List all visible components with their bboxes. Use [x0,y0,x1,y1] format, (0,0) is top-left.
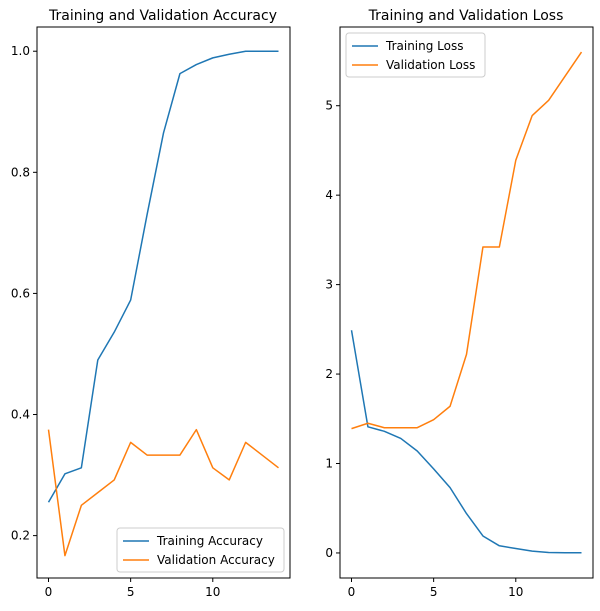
accuracy-legend-label: Training Accuracy [156,534,263,548]
loss-xtick-label: 0 [348,585,356,599]
loss-axes-frame [339,26,594,579]
accuracy-series-line-validation [47,428,279,557]
loss-legend-box [345,32,486,78]
loss-legend-label: Training Loss [385,39,463,53]
accuracy-chart-title: Training and Validation Accuracy [48,8,277,24]
accuracy-ytick-label: 0.8 [11,165,30,179]
accuracy-xtick-label: 0 [45,585,53,599]
loss-chart-title: Training and Validation Loss [368,8,564,24]
accuracy-xtick-label: 5 [127,585,135,599]
accuracy-series-line-training [47,50,279,503]
loss-series-line-training [350,330,582,554]
accuracy-panel: Training and Validation Accuracy 0 5 10 0.2… [11,8,291,599]
accuracy-axes-frame [36,26,291,579]
accuracy-ytick-label: 0.6 [11,286,30,300]
loss-ytick-label: 4 [325,188,333,202]
loss-ytick-label: 5 [325,99,333,113]
accuracy-legend: Training Accuracy Validation Accuracy [116,527,285,573]
loss-legend-label: Validation Loss [386,58,475,72]
loss-panel: Training and Validation Loss 0 5 10012345 … [325,8,594,599]
accuracy-series-lines [47,50,279,557]
accuracy-axis-ticks: 0 5 10 0.2 0.4 0.6 0.8 1.0 [11,44,221,599]
accuracy-legend-box [116,527,285,573]
loss-ytick-label: 3 [325,278,333,292]
accuracy-ytick-label: 1.0 [11,44,30,58]
accuracy-xtick-label: 10 [205,585,220,599]
accuracy-ytick-label: 0.4 [11,408,30,422]
loss-series-line-validation [351,51,583,430]
accuracy-legend-label: Validation Accuracy [157,553,275,567]
loss-ytick-label: 1 [325,457,333,471]
accuracy-ytick-label: 0.2 [11,529,30,543]
loss-xtick-label: 10 [508,585,523,599]
loss-xtick-label: 5 [430,585,438,599]
loss-ytick-label: 2 [325,367,333,381]
loss-axis-ticks: 0 5 10 0 1 2 3 4 5 [325,99,523,599]
loss-legend: Training Loss Validation Loss [345,32,486,78]
loss-series-lines [350,51,583,554]
loss-ytick-label: 0 [325,546,333,560]
